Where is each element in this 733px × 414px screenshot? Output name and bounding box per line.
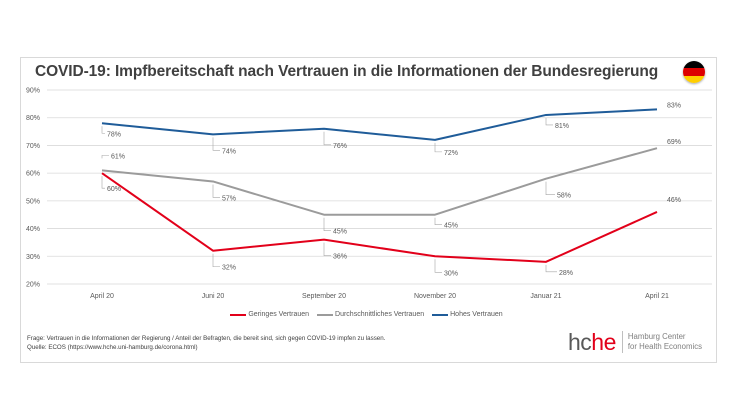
x-tick-label: April 21 — [645, 293, 669, 300]
leader-line — [101, 126, 105, 134]
leader-line — [323, 131, 331, 146]
data-label: 60% — [107, 186, 121, 193]
leader-line — [545, 181, 555, 195]
data-label: 78% — [107, 131, 121, 138]
legend-item-geringes: Geringes Vertrauen — [230, 311, 309, 318]
data-label: 30% — [444, 270, 458, 277]
leader-line — [323, 217, 331, 232]
series-line-0 — [101, 172, 658, 263]
chart-legend: Geringes Vertrauen Durchschnittliches Ve… — [0, 311, 733, 318]
x-axis: April 20 Juni 20 September 20 November 20 Ja… — [90, 293, 669, 300]
legend-label: Geringes Vertrauen — [248, 311, 310, 318]
x-tick-label: September 20 — [302, 293, 346, 300]
footnote-question: Frage: Vertrauen in die Informationen de… — [27, 335, 386, 342]
footnote: Frage: Vertrauen in die Informationen de… — [27, 334, 385, 352]
data-label: 74% — [222, 148, 236, 155]
leader-line — [434, 259, 442, 273]
germany-flag-icon — [683, 61, 705, 83]
data-label: 45% — [333, 229, 347, 236]
leader-line — [212, 137, 220, 151]
data-label: 58% — [557, 193, 571, 200]
series-lines — [101, 108, 658, 263]
legend-swatch-hohes — [432, 313, 449, 316]
leader-line — [434, 217, 442, 226]
y-tick-label: 20% — [26, 282, 40, 289]
data-label: 46% — [667, 197, 681, 204]
leader-line — [212, 184, 220, 198]
leader-line — [434, 142, 442, 153]
legend-item-hohes: Hohes Vertrauen — [432, 311, 503, 318]
y-tick-label: 60% — [26, 171, 40, 178]
x-tick-label: November 20 — [414, 293, 456, 300]
data-label: 69% — [667, 139, 681, 146]
chart-frame — [20, 57, 717, 363]
chart-title: COVID-19: Impfbereitschaft nach Vertraue… — [35, 63, 659, 80]
data-label: 61% — [111, 153, 125, 160]
y-tick-label: 40% — [26, 226, 40, 233]
data-label: 36% — [333, 254, 347, 261]
leader-line — [101, 155, 109, 159]
x-tick-label: April 20 — [90, 293, 114, 300]
data-label: 72% — [444, 150, 458, 157]
data-label: 76% — [333, 143, 347, 150]
x-tick-label: Juni 20 — [202, 293, 225, 300]
legend-label: Durchschnittliches Vertrauen — [335, 311, 425, 318]
flag-stripe-gold — [683, 75, 705, 83]
leader-line — [323, 242, 331, 256]
y-axis: 20% 30% 40% 50% 60% 70% 80% 90% — [26, 88, 40, 289]
x-tick-label: Januar 21 — [530, 293, 561, 300]
logo-text: Hamburg Center for Health Economics — [627, 332, 702, 351]
leader-line — [545, 117, 553, 126]
hche-logo: hche Hamburg Center for Health Economics — [568, 330, 702, 354]
legend-swatch-geringes — [230, 313, 247, 316]
footnote-source: Quelle: ECOS (https://www.hche.uni-hambu… — [27, 344, 198, 351]
logo-mark: hche — [568, 329, 616, 355]
gridlines — [47, 89, 712, 285]
y-tick-label: 80% — [26, 115, 40, 122]
data-label: 45% — [444, 223, 458, 230]
data-label: 81% — [555, 123, 569, 130]
logo-divider — [621, 331, 623, 353]
y-tick-label: 70% — [26, 143, 40, 150]
series-line-2 — [101, 108, 658, 141]
series-line-1 — [101, 147, 658, 216]
data-label: 32% — [222, 265, 236, 272]
legend-swatch-durchschnittliches — [317, 313, 334, 316]
data-labels: 60% 32% 36% 30% 28% 46% 61% 57% 45% 45% 58% 69% 78% 7… — [101, 102, 681, 277]
data-label: 83% — [667, 102, 681, 109]
legend-label: Hohes Vertrauen — [450, 311, 503, 318]
y-tick-label: 30% — [26, 254, 40, 261]
data-label: 57% — [222, 195, 236, 202]
flag-stripe-black — [683, 61, 705, 69]
y-tick-label: 50% — [26, 198, 40, 205]
y-tick-label: 90% — [26, 88, 40, 95]
leader-line — [545, 264, 557, 273]
leader-line — [212, 253, 220, 268]
legend-item-durchschnittliches: Durchschnittliches Vertrauen — [317, 311, 424, 318]
flag-stripe-red — [683, 68, 705, 76]
data-label: 28% — [559, 270, 573, 277]
leader-line — [101, 176, 105, 189]
